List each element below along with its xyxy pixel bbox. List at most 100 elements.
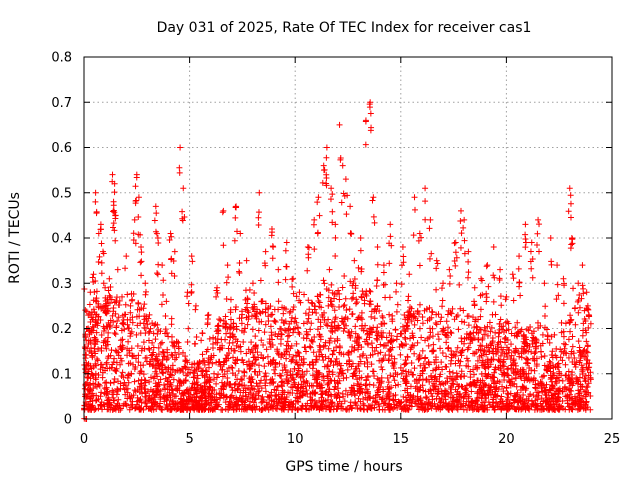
data-point — [262, 405, 269, 412]
data-point — [547, 368, 554, 375]
data-point — [127, 394, 134, 401]
data-point — [444, 375, 451, 382]
data-point — [339, 284, 346, 291]
data-point — [371, 348, 378, 355]
data-point — [204, 346, 211, 353]
data-point — [108, 364, 115, 371]
data-point — [263, 346, 270, 353]
data-point — [351, 337, 358, 344]
data-point — [103, 379, 110, 386]
data-point — [175, 345, 182, 352]
data-point — [254, 349, 261, 356]
data-point — [149, 403, 156, 410]
data-point — [461, 335, 468, 342]
data-point — [164, 377, 171, 384]
data-point — [262, 388, 269, 395]
data-point — [106, 292, 113, 299]
data-point — [587, 320, 594, 327]
data-point — [571, 305, 578, 312]
data-point — [184, 386, 191, 393]
data-point — [572, 321, 579, 328]
data-point — [548, 258, 555, 265]
data-point — [111, 180, 118, 187]
data-point — [272, 360, 279, 367]
data-point — [452, 262, 459, 269]
data-point — [291, 365, 298, 372]
data-point — [438, 359, 445, 366]
data-point — [531, 350, 538, 357]
data-point — [433, 321, 440, 328]
data-point — [236, 270, 243, 277]
data-point — [139, 345, 146, 352]
data-point — [90, 271, 97, 278]
data-point — [257, 310, 264, 317]
data-point — [541, 324, 548, 331]
data-point — [585, 324, 592, 331]
data-point — [146, 378, 153, 385]
data-point — [580, 285, 587, 292]
data-point — [315, 298, 322, 305]
data-point — [388, 332, 395, 339]
data-point — [316, 342, 323, 349]
data-point — [531, 355, 538, 362]
data-point — [128, 370, 135, 377]
data-point — [460, 224, 467, 231]
data-point — [167, 366, 174, 373]
data-point — [570, 285, 577, 292]
data-point — [474, 401, 481, 408]
data-point — [443, 332, 450, 339]
data-point — [129, 319, 136, 326]
data-point — [219, 209, 226, 216]
data-point — [532, 349, 539, 356]
data-point — [565, 368, 572, 375]
data-point — [160, 277, 167, 284]
data-point — [303, 406, 310, 413]
data-point — [161, 353, 168, 360]
y-tick-label: 0.5 — [51, 186, 72, 201]
data-point — [307, 397, 314, 404]
data-point — [407, 383, 414, 390]
data-point — [375, 401, 382, 408]
data-point — [85, 366, 92, 373]
data-point — [168, 386, 175, 393]
data-point — [404, 397, 411, 404]
data-point — [428, 372, 435, 379]
data-point — [316, 380, 323, 387]
data-point — [429, 309, 436, 316]
data-point — [351, 369, 358, 376]
data-point — [256, 387, 263, 394]
data-point — [338, 362, 345, 369]
data-point — [455, 326, 462, 333]
data-point — [403, 406, 410, 413]
data-point — [514, 319, 521, 326]
data-point — [180, 378, 187, 385]
data-point — [272, 331, 279, 338]
data-point — [109, 406, 116, 413]
data-point — [160, 370, 167, 377]
data-point — [209, 340, 216, 347]
data-point — [410, 394, 417, 401]
data-point — [407, 304, 414, 311]
data-point — [222, 320, 229, 327]
data-point — [403, 379, 410, 386]
data-point — [579, 282, 586, 289]
data-point — [560, 275, 567, 282]
data-point — [457, 358, 464, 365]
data-point — [211, 370, 218, 377]
data-point — [575, 309, 582, 316]
data-point — [242, 287, 249, 294]
data-point — [481, 331, 488, 338]
data-point — [410, 232, 417, 239]
data-point — [249, 403, 256, 410]
data-point — [530, 334, 537, 341]
data-point — [146, 328, 153, 335]
data-point — [235, 368, 242, 375]
data-point — [520, 384, 527, 391]
data-point — [296, 297, 303, 304]
data-point — [270, 378, 277, 385]
data-point — [144, 321, 151, 328]
data-point — [335, 373, 342, 380]
data-point — [449, 377, 456, 384]
data-point — [89, 274, 96, 281]
data-point — [465, 357, 472, 364]
